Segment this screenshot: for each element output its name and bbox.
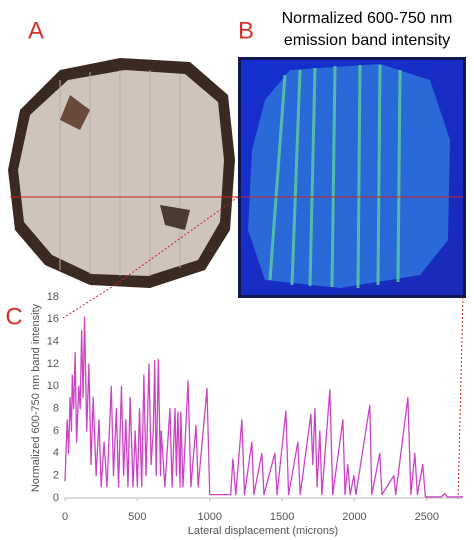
y-tick-label: 6 xyxy=(53,425,59,437)
y-tick-label: 14 xyxy=(47,336,59,348)
x-tick-label: 0 xyxy=(62,511,68,523)
x-tick-label: 1000 xyxy=(197,511,221,523)
data-line xyxy=(64,316,463,498)
y-tick-label: 12 xyxy=(47,358,59,370)
micrograph-a xyxy=(8,58,238,288)
emission-map-b xyxy=(238,57,466,298)
x-tick-label: 1500 xyxy=(270,511,294,523)
y-tick-label: 16 xyxy=(47,313,59,325)
panel-label: B xyxy=(238,17,254,44)
y-tick-label: 18 xyxy=(47,291,59,303)
connector-lines xyxy=(62,196,464,501)
x-axis-label: Lateral displacement (microns) xyxy=(188,525,338,537)
x-tick-label: 2500 xyxy=(415,511,439,523)
y-tick-label: 0 xyxy=(53,492,59,504)
y-tick-label: 8 xyxy=(53,403,59,415)
x-tick-label: 500 xyxy=(128,511,146,523)
map-title: emission band intensity xyxy=(284,32,450,49)
y-tick-label: 2 xyxy=(53,470,59,482)
x-tick-label: 2000 xyxy=(342,511,366,523)
panel-label: A xyxy=(28,17,44,44)
panel-label: C xyxy=(5,303,22,330)
y-tick-label: 10 xyxy=(47,380,59,392)
y-axis-label: Normalized 600-750 nm band intensity xyxy=(30,303,42,492)
y-tick-label: 4 xyxy=(53,447,59,459)
map-title: Normalized 600-750 nm xyxy=(282,10,453,27)
